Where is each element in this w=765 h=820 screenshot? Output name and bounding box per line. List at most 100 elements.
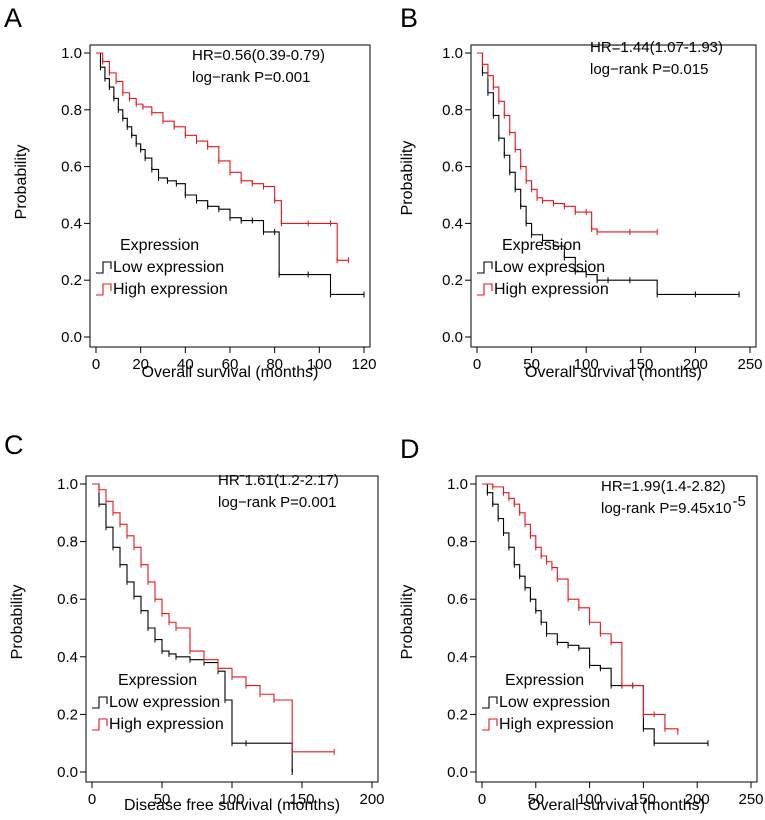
panel-letter: D — [400, 434, 420, 464]
legend-title: Expression — [118, 672, 197, 689]
legend-swatch — [92, 718, 108, 731]
x-tick-label: 250 — [737, 356, 762, 373]
panel-letter: C — [4, 430, 24, 460]
legend-title: Expression — [502, 237, 581, 254]
x-tick-label: 200 — [359, 791, 384, 808]
x-tick-label: 0 — [92, 356, 100, 373]
x-tick-label: 250 — [738, 791, 763, 808]
y-tick-label: 1.0 — [447, 476, 468, 493]
y-tick-label: 0.6 — [447, 591, 468, 608]
x-tick-label: 150 — [628, 356, 653, 373]
x-tick-label: 100 — [577, 791, 602, 808]
x-tick-label: 0 — [88, 791, 96, 808]
x-axis-label: Disease free survival (months) — [124, 797, 340, 814]
y-tick-label: 1.0 — [57, 476, 78, 493]
y-tick-label: 0.2 — [57, 706, 78, 723]
x-tick-label: 120 — [351, 356, 376, 373]
x-tick-label: 40 — [177, 356, 194, 373]
legend-title: Expression — [505, 672, 584, 689]
x-tick-label: 200 — [683, 356, 708, 373]
plot-frame — [89, 44, 371, 348]
y-tick-label: 0.4 — [447, 649, 468, 666]
panel-C: C 0.0 0.2 0.4 0.6 0.8 1.0 0 50 100 150 200 Disease f… — [4, 430, 385, 814]
legend-swatch — [477, 261, 493, 274]
y-tick-label: 0.8 — [57, 534, 78, 551]
y-tick-label: 0.2 — [447, 706, 468, 723]
x-tick-label: 100 — [219, 791, 244, 808]
x-tick-label: 100 — [307, 356, 332, 373]
legend-swatch — [96, 283, 112, 296]
legend-swatch — [482, 718, 498, 731]
series-high-expression-line — [92, 483, 335, 753]
x-tick-label: 200 — [685, 791, 710, 808]
hr-text: HR=0.56(0.39-0.79) — [192, 47, 325, 64]
y-axis-label: Probability — [9, 585, 26, 660]
legend-entry: Low expression — [109, 694, 220, 711]
legend-entry: Low expression — [499, 694, 610, 711]
y-tick-label: 0.6 — [61, 159, 82, 176]
legend-swatch — [482, 696, 498, 709]
y-tick-label: 0.2 — [442, 272, 463, 289]
plot-frame — [475, 475, 758, 783]
legend-entry: Low expression — [113, 259, 224, 276]
y-tick-label: 0.8 — [447, 534, 468, 551]
series-high-expression-line — [96, 52, 349, 261]
series-high-expression-line — [477, 52, 658, 233]
legend-swatch — [96, 261, 112, 274]
x-axis-label: Overall survival (months) — [525, 364, 702, 381]
y-tick-label: 0.4 — [61, 215, 82, 232]
x-tick-label: 20 — [132, 356, 149, 373]
panel-B: B 0.0 0.2 0.4 0.6 0.8 1.0 0 50 100 150 200 250 Overal… — [399, 3, 763, 381]
panel-A: A 0.0 0.2 0.4 0.6 0.8 1.0 0 20 40 60 80 100 120 Overal… — [4, 3, 377, 381]
legend-swatch — [92, 696, 108, 709]
x-tick-label: 0 — [473, 356, 481, 373]
x-tick-label: 60 — [222, 356, 239, 373]
legend-swatch — [477, 283, 493, 296]
y-tick-label: 0.0 — [57, 764, 78, 781]
hr-text: HR=1.44(1.07-1.93) — [590, 39, 723, 56]
x-axis-label: Overall survival (months) — [142, 364, 319, 381]
y-tick-label: 1.0 — [61, 45, 82, 62]
y-tick-label: 0.0 — [447, 764, 468, 781]
x-tick-label: 150 — [289, 791, 314, 808]
log-rank-text: log-rank P=9.45x10 — [601, 500, 732, 517]
x-tick-label: 150 — [631, 791, 656, 808]
y-tick-label: 0.6 — [57, 591, 78, 608]
y-tick-label: 0.8 — [442, 102, 463, 119]
hr-text: HRˉ1.61(1.2-2.17) — [218, 472, 339, 489]
panel-letter: A — [4, 3, 22, 33]
hr-text: HR=1.99(1.4-2.82) — [601, 478, 726, 495]
x-tick-label: 80 — [266, 356, 283, 373]
y-tick-label: 0.6 — [442, 159, 463, 176]
y-tick-label: 1.0 — [442, 45, 463, 62]
panel-D: D 0.0 0.2 0.4 0.6 0.8 1.0 0 50 100 150 200 250 Overal… — [399, 434, 764, 814]
log-rank-text: log−rank P=0.001 — [192, 69, 310, 86]
y-axis-label: Probability — [399, 141, 416, 216]
y-tick-label: 0.0 — [61, 329, 82, 346]
x-tick-label: 50 — [527, 791, 544, 808]
x-axis-label: Overall survival (months) — [528, 797, 705, 814]
legend-title: Expression — [120, 237, 199, 254]
y-tick-label: 0.4 — [57, 649, 78, 666]
p-exponent: -5 — [733, 493, 746, 510]
panel-letter: B — [400, 3, 418, 33]
y-axis-label: Probability — [13, 145, 30, 220]
x-tick-label: 100 — [574, 356, 599, 373]
log-rank-text: log−rank P=0.001 — [218, 494, 336, 511]
legend-entry: High expression — [494, 281, 609, 298]
plot-frame — [470, 44, 757, 348]
x-tick-label: 0 — [478, 791, 486, 808]
x-tick-label: 50 — [154, 791, 171, 808]
series-low-expression-line — [92, 483, 293, 772]
legend-entry: High expression — [499, 716, 614, 733]
legend-entry: Low expression — [494, 259, 605, 276]
y-tick-label: 0.4 — [442, 215, 463, 232]
y-axis-label: Probability — [399, 585, 416, 660]
legend-entry: High expression — [109, 716, 224, 733]
x-tick-label: 50 — [523, 356, 540, 373]
legend-entry: High expression — [113, 281, 228, 298]
y-tick-label: 0.0 — [442, 329, 463, 346]
y-tick-label: 0.8 — [61, 102, 82, 119]
log-rank-text: log−rank P=0.015 — [590, 61, 708, 78]
